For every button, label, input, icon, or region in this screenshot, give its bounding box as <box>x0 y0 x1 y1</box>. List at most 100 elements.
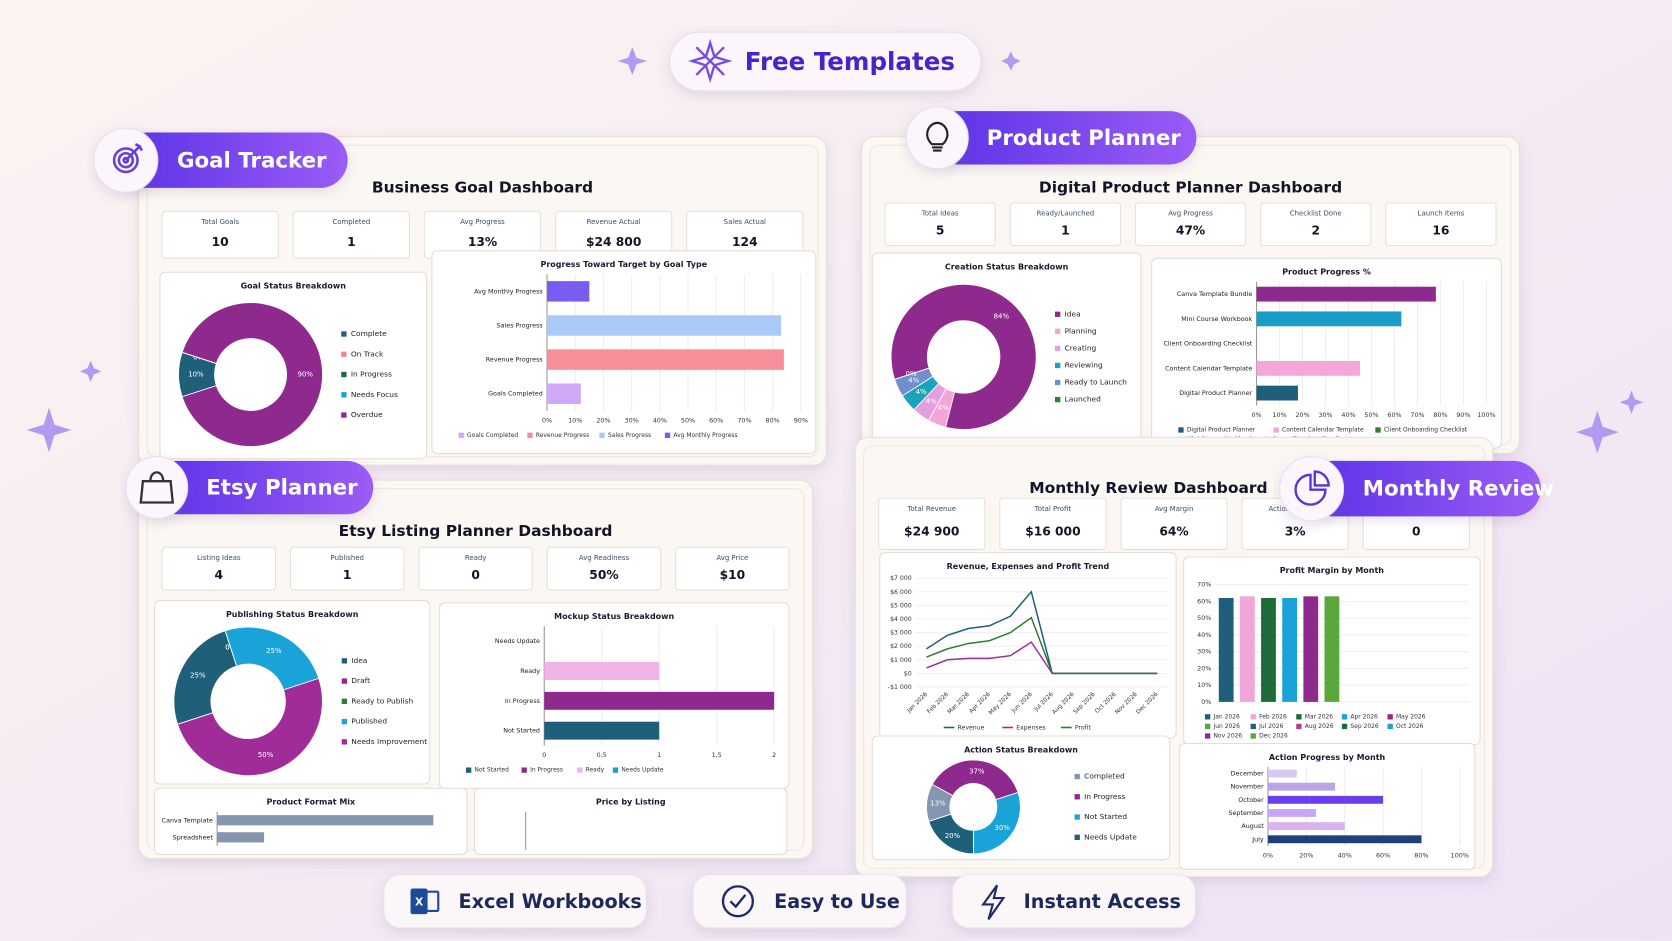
bar <box>1267 769 1297 778</box>
kpi-card <box>1134 202 1247 247</box>
kpi-label: Listing Ideas <box>197 554 241 562</box>
legend-label: Complete <box>351 329 387 338</box>
data-label: 10% <box>188 371 204 379</box>
legend-swatch <box>458 432 464 438</box>
dashboard-card: Monthly Review Dashboard Total Revenue $24… <box>854 436 1494 878</box>
x-tick-label: 50% <box>1364 411 1378 419</box>
chart-title: Action Status Breakdown <box>964 745 1078 754</box>
kpi-label: Published <box>331 554 364 562</box>
bar <box>1256 286 1436 302</box>
data-label: 20% <box>945 832 961 840</box>
chart-title: Publishing Status Breakdown <box>226 610 359 619</box>
legend-swatch <box>341 371 347 378</box>
category-label: December <box>1231 770 1264 778</box>
kpi-value: $24 800 <box>586 235 641 249</box>
badge-label: Goal Tracker <box>177 148 327 173</box>
chart-title: Mockup Status Breakdown <box>554 612 674 621</box>
y-tick-label: 0% <box>1201 698 1211 706</box>
category-label: Canva Template <box>162 816 213 824</box>
chart: Publishing Status Breakdown25%0%0%25%50%… <box>154 600 431 785</box>
chart-title: Product Format Mix <box>266 798 356 807</box>
x-tick-label: 20% <box>596 416 610 424</box>
feature-label: Excel Workbooks <box>459 890 642 913</box>
sparkles <box>26 47 1644 454</box>
data-label: 4% <box>908 376 919 384</box>
bar <box>217 815 434 826</box>
dashboard-title: Monthly Review Dashboard <box>1029 479 1267 497</box>
y-tick-label: 70% <box>1197 581 1211 589</box>
data-label: 4% <box>916 388 927 396</box>
legend-swatch <box>1296 714 1302 720</box>
legend-label: Dec 2026 <box>1259 733 1288 740</box>
kpi-label: Ready <box>465 554 487 562</box>
legend-label: Content Calendar Template <box>1282 426 1364 433</box>
legend-label: In Progress <box>1084 792 1125 801</box>
kpi-value: 16 <box>1432 224 1449 238</box>
category-label: Avg Monthly Progress <box>474 287 543 295</box>
x-tick-label: 70% <box>737 416 751 424</box>
icon-part <box>124 143 143 162</box>
feature-pill: Instant Access <box>951 874 1196 929</box>
legend-swatch <box>1387 714 1393 720</box>
y-tick-label: $3 000 <box>890 630 912 637</box>
kpi-card <box>1260 202 1372 247</box>
legend-label: May 2026 <box>1396 713 1426 720</box>
kpi-label: Avg Margin <box>1155 505 1194 513</box>
legend-swatch <box>521 767 527 773</box>
x-tick-label: 50% <box>681 416 695 424</box>
y-tick-label: -$1 000 <box>888 684 912 691</box>
x-tick-label: 40% <box>1338 851 1352 859</box>
bar <box>1267 835 1422 844</box>
chart: Action Progress by Month 0% 20% 40% 60% 80% 10… <box>1178 742 1476 870</box>
kpi-card <box>1385 202 1497 247</box>
y-tick-label: 10% <box>1197 681 1211 689</box>
category-label: In Progress <box>505 697 541 705</box>
dashboard-card: Digital Product Planner Dashboard Total I… <box>861 136 1521 454</box>
category-label: Needs Update <box>495 637 540 645</box>
y-tick-label: 40% <box>1197 631 1211 639</box>
dashboard-title: Digital Product Planner Dashboard <box>1039 178 1342 196</box>
kpi-value: 3% <box>1285 525 1306 539</box>
kpi-card <box>289 546 405 591</box>
legend-swatch <box>1054 362 1061 369</box>
badge: Product Planner <box>905 106 1197 170</box>
kpi-label: Checklist Done <box>1290 210 1342 218</box>
chart-title: Profit Margin by Month <box>1280 566 1385 575</box>
legend-label: Ready <box>586 767 605 774</box>
donut-slice <box>176 677 323 777</box>
bar <box>1218 598 1234 702</box>
legend-label: Not Started <box>1084 812 1127 821</box>
legend-label: Overdue <box>351 410 383 419</box>
icon-part <box>926 121 949 152</box>
x-tick-label: 20% <box>1299 851 1313 859</box>
dashboard-card: Business Goal Dashboard Total Goals 10 Comp… <box>138 136 827 466</box>
kpi-label: Launch Items <box>1418 210 1465 218</box>
chart-title: Revenue, Expenses and Profit Trend <box>947 562 1110 571</box>
chart: Goal Status Breakdown10%0%90%CompleteOn … <box>159 271 428 460</box>
data-label: 4% <box>926 398 937 406</box>
category-label: July <box>1251 835 1264 843</box>
legend-label: Completed <box>1084 772 1125 781</box>
legend-swatch <box>341 412 347 418</box>
category-label: November <box>1231 783 1265 791</box>
x-tick-label: 80% <box>766 416 780 424</box>
category-label: Content Calendar Template <box>1165 364 1252 372</box>
badge-icon-bg <box>125 456 189 520</box>
bar <box>1256 311 1402 327</box>
dashboard-title: Etsy Listing Planner Dashboard <box>339 522 613 540</box>
badge-label: Monthly Review <box>1363 477 1554 502</box>
icon-part <box>1294 470 1330 506</box>
legend-label: In Progress <box>351 370 392 379</box>
legend-swatch <box>341 698 348 705</box>
data-label: 84% <box>994 313 1010 321</box>
kpi-value: 4 <box>215 568 224 582</box>
legend-label: Sep 2026 <box>1350 723 1379 730</box>
legend-label: Revenue Progress <box>536 432 589 439</box>
header-title: Free Templates <box>745 47 955 76</box>
x-tick-label: 1,5 <box>712 751 722 759</box>
y-tick-label: $4 000 <box>890 616 912 623</box>
bar <box>1267 809 1316 817</box>
legend-swatch <box>1204 714 1211 720</box>
legend-label: Planning <box>1065 326 1097 335</box>
